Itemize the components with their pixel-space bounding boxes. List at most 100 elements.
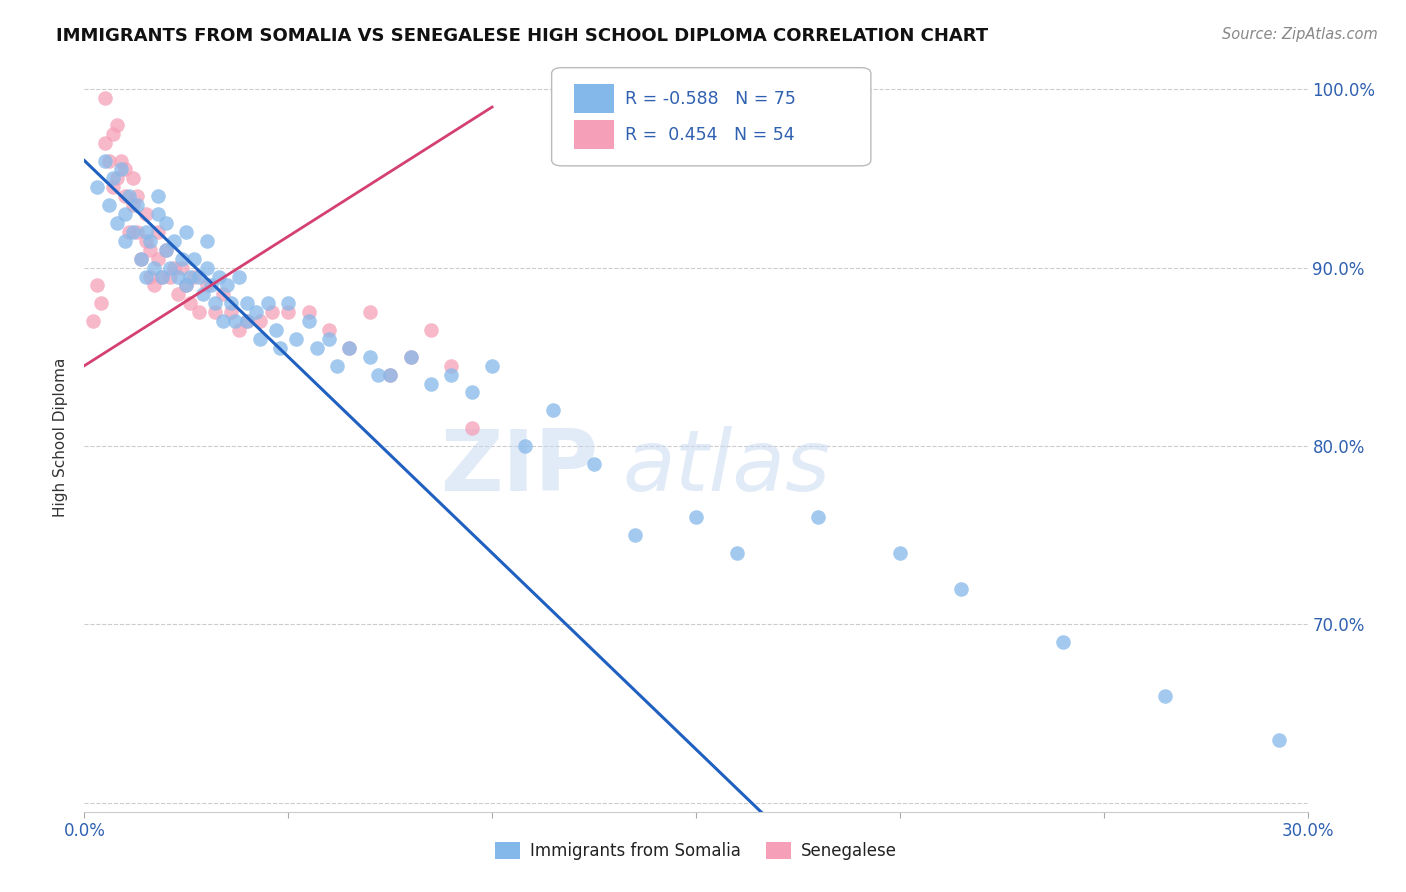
Point <box>305 341 328 355</box>
Text: R =  0.454   N = 54: R = 0.454 N = 54 <box>626 126 794 145</box>
Point <box>163 260 186 275</box>
Point <box>1154 689 1177 703</box>
Point <box>228 269 250 284</box>
Point <box>90 296 112 310</box>
Point <box>260 305 283 319</box>
Point <box>481 359 503 373</box>
Point <box>513 439 536 453</box>
Point <box>114 189 136 203</box>
Point <box>86 278 108 293</box>
Point <box>583 457 606 471</box>
Point <box>135 234 157 248</box>
Point <box>1052 635 1074 649</box>
Point <box>150 269 173 284</box>
Point <box>101 171 124 186</box>
Point <box>367 368 389 382</box>
Point <box>118 189 141 203</box>
Point <box>122 171 145 186</box>
Point <box>257 296 280 310</box>
Point <box>174 225 197 239</box>
Point <box>93 153 115 168</box>
Point <box>461 385 484 400</box>
Point <box>339 341 361 355</box>
Point <box>155 243 177 257</box>
Point <box>195 278 218 293</box>
Point <box>142 260 165 275</box>
Y-axis label: High School Diploma: High School Diploma <box>53 358 69 516</box>
Point <box>277 296 299 310</box>
Point <box>110 153 132 168</box>
Text: atlas: atlas <box>623 425 831 508</box>
Point <box>142 278 165 293</box>
Point <box>624 528 647 542</box>
Point <box>131 252 153 266</box>
Point <box>105 216 128 230</box>
Point <box>236 314 259 328</box>
Point <box>807 510 830 524</box>
Point <box>114 234 136 248</box>
Point <box>135 225 157 239</box>
Point <box>138 234 160 248</box>
Point <box>380 368 402 382</box>
Point <box>150 269 173 284</box>
Point <box>146 207 169 221</box>
Point <box>127 198 149 212</box>
Point <box>167 269 190 284</box>
Point <box>155 216 177 230</box>
Point <box>380 368 402 382</box>
Point <box>399 350 422 364</box>
Point <box>236 314 259 328</box>
Point <box>440 359 463 373</box>
Point <box>420 323 443 337</box>
Point <box>163 234 186 248</box>
Point <box>127 225 149 239</box>
Point <box>179 296 201 310</box>
Point <box>277 305 299 319</box>
Point <box>461 421 484 435</box>
Point <box>135 269 157 284</box>
Point <box>122 225 145 239</box>
Text: Source: ZipAtlas.com: Source: ZipAtlas.com <box>1222 27 1378 42</box>
Point <box>440 368 463 382</box>
Point <box>245 305 267 319</box>
Point <box>82 314 104 328</box>
Point <box>174 278 197 293</box>
Point <box>135 207 157 221</box>
Bar <box>574 120 614 149</box>
Bar <box>574 84 614 112</box>
Point <box>399 350 422 364</box>
Text: IMMIGRANTS FROM SOMALIA VS SENEGALESE HIGH SCHOOL DIPLOMA CORRELATION CHART: IMMIGRANTS FROM SOMALIA VS SENEGALESE HI… <box>56 27 988 45</box>
Point <box>543 403 565 417</box>
Text: ZIP: ZIP <box>440 425 598 508</box>
Point <box>212 314 235 328</box>
Point <box>217 278 239 293</box>
Point <box>195 234 218 248</box>
Point <box>318 323 340 337</box>
Point <box>118 225 141 239</box>
Point <box>249 332 271 346</box>
Point <box>138 243 160 257</box>
Point <box>285 332 308 346</box>
Point <box>101 180 124 194</box>
Point <box>219 296 242 310</box>
Point <box>122 198 145 212</box>
Point <box>950 582 973 596</box>
Point <box>228 323 250 337</box>
Point <box>146 252 169 266</box>
Point <box>264 323 287 337</box>
Point <box>236 296 259 310</box>
Point <box>138 269 160 284</box>
Text: R = -0.588   N = 75: R = -0.588 N = 75 <box>626 90 796 108</box>
Point <box>97 153 120 168</box>
Point <box>212 287 235 301</box>
Point <box>195 260 218 275</box>
Point <box>105 118 128 132</box>
Point <box>110 162 132 177</box>
Point <box>725 546 748 560</box>
Point <box>298 305 321 319</box>
Point <box>187 305 209 319</box>
Point <box>172 260 194 275</box>
Point <box>174 278 197 293</box>
Point <box>114 207 136 221</box>
Point <box>191 287 214 301</box>
